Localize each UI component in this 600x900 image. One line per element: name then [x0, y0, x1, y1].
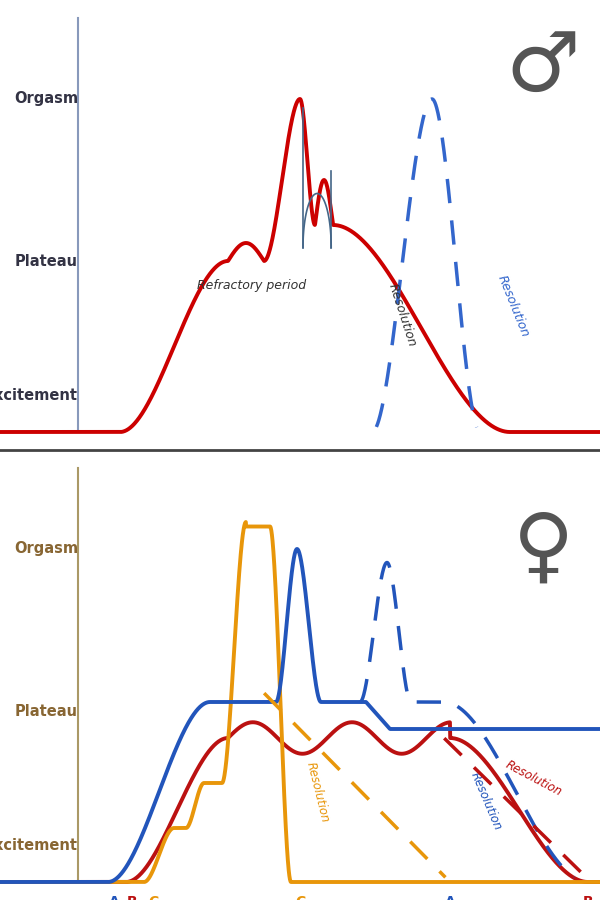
Text: ♂: ♂ — [506, 27, 580, 108]
Text: Orgasm: Orgasm — [14, 92, 78, 106]
Text: Orgasm: Orgasm — [14, 542, 78, 556]
Text: Refractory period: Refractory period — [197, 279, 307, 292]
Text: Plateau: Plateau — [15, 254, 78, 268]
Text: Resolution: Resolution — [503, 758, 565, 799]
Text: Resolution: Resolution — [304, 760, 332, 824]
Text: Excitement: Excitement — [0, 389, 78, 403]
Text: B: B — [127, 896, 137, 900]
Text: C: C — [295, 896, 305, 900]
Text: Plateau: Plateau — [15, 704, 78, 718]
Text: Excitement: Excitement — [0, 839, 78, 853]
Text: A: A — [445, 896, 455, 900]
Text: C: C — [148, 896, 158, 900]
Text: Resolution: Resolution — [494, 273, 532, 339]
Text: A: A — [109, 896, 119, 900]
Text: ♀: ♀ — [512, 508, 574, 590]
Text: Resolution: Resolution — [468, 770, 504, 832]
Text: B: B — [583, 896, 593, 900]
Text: Resolution: Resolution — [386, 282, 418, 348]
